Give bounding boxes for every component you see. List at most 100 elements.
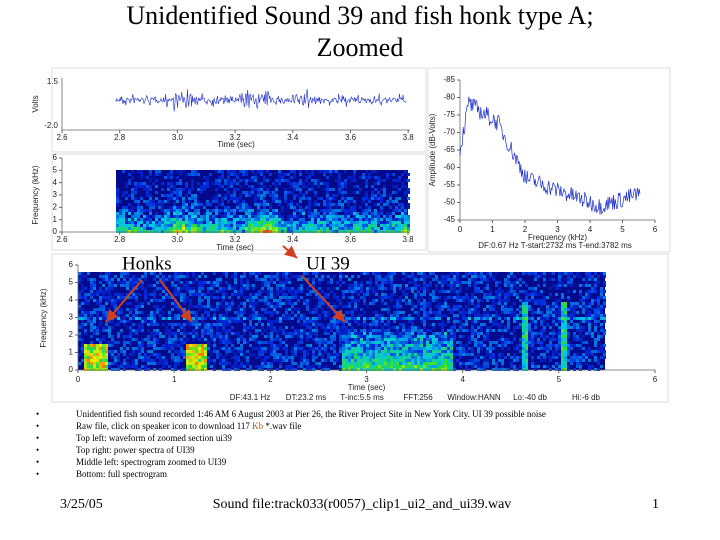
spectrogram-cell	[435, 362, 438, 365]
spectrogram-cell	[594, 299, 597, 302]
spectrogram-cell	[263, 206, 266, 209]
spectrogram-cell	[287, 173, 290, 176]
spectrogram-cell	[311, 224, 314, 227]
spectrogram-cell	[366, 317, 369, 320]
spectrogram-cell	[168, 344, 171, 347]
spectrogram-cell	[329, 218, 332, 221]
spectrogram-cell	[528, 299, 531, 302]
spectrogram-cell	[401, 173, 404, 176]
spectrogram-cell	[540, 320, 543, 323]
spectrogram-cell	[167, 176, 170, 179]
spectrogram-cell	[420, 335, 423, 338]
spectrogram-cell	[477, 281, 480, 284]
spectrogram-cell	[405, 341, 408, 344]
spectrogram-cell	[191, 188, 194, 191]
spectrogram-cell	[138, 341, 141, 344]
spectrogram-cell	[354, 335, 357, 338]
spectrogram-cell	[273, 281, 276, 284]
spectrogram-cell	[378, 317, 381, 320]
spectrogram-cell	[278, 218, 281, 221]
spectrogram-cell	[311, 230, 314, 233]
spectrogram-cell	[371, 221, 374, 224]
spectrogram-cell	[261, 323, 264, 326]
spectrogram-cell	[537, 293, 540, 296]
spectrogram-cell	[408, 365, 411, 368]
spectrogram-cell	[347, 203, 350, 206]
spectrogram-cell	[218, 182, 221, 185]
spectrogram-cell	[180, 359, 183, 362]
spectrogram-cell	[332, 188, 335, 191]
spectrogram-cell	[276, 347, 279, 350]
spectrogram-cell	[405, 368, 408, 371]
x-tick-label: 3.2	[230, 133, 242, 142]
spectrogram-cell	[570, 320, 573, 323]
spectrogram-cell	[441, 329, 444, 332]
spectrogram-cell	[351, 275, 354, 278]
spectrogram-cell	[357, 359, 360, 362]
spectrogram-cell	[353, 221, 356, 224]
spectrogram-cell	[188, 227, 191, 230]
spectrogram-cell	[380, 224, 383, 227]
spectrogram-cell	[257, 188, 260, 191]
spectrogram-cell	[165, 347, 168, 350]
spectrogram-cell	[366, 353, 369, 356]
spectrogram-cell	[233, 209, 236, 212]
spectrogram-cell	[126, 314, 129, 317]
spectrogram-cell	[158, 170, 161, 173]
spectrogram-cell	[150, 299, 153, 302]
spectrogram-cell	[291, 347, 294, 350]
spectrogram-cell	[546, 305, 549, 308]
spectrogram-cell	[194, 218, 197, 221]
spectrogram-cell	[129, 296, 132, 299]
spectrogram-cell	[465, 317, 468, 320]
spectrogram-cell	[516, 368, 519, 371]
spectrogram-cell	[198, 350, 201, 353]
spectrogram-cell	[552, 338, 555, 341]
spectrogram-cell	[344, 224, 347, 227]
spectrogram-cell	[213, 359, 216, 362]
spectrogram-cell	[369, 326, 372, 329]
spectrogram-cell	[218, 212, 221, 215]
spectrogram-cell	[468, 353, 471, 356]
spectrogram-cell	[528, 323, 531, 326]
spectrogram-cell	[102, 278, 105, 281]
spectrogram-cell	[303, 323, 306, 326]
spectrogram-cell	[386, 212, 389, 215]
spectrogram-cell	[387, 353, 390, 356]
spectrogram-cell	[177, 338, 180, 341]
spectrogram-cell	[99, 287, 102, 290]
spectrogram-cell	[441, 335, 444, 338]
spectrogram-cell	[360, 341, 363, 344]
spectrogram-cell	[384, 329, 387, 332]
spectrogram-cell	[188, 191, 191, 194]
spectrogram-cell	[336, 299, 339, 302]
spectrogram-cell	[429, 296, 432, 299]
spectrogram-cell	[380, 200, 383, 203]
spectrogram-cell	[93, 287, 96, 290]
spectrogram-cell	[477, 344, 480, 347]
spectrogram-cell	[477, 317, 480, 320]
spectrogram-cell	[519, 338, 522, 341]
spectrogram-cell	[203, 185, 206, 188]
spectrogram-cell	[576, 338, 579, 341]
spectrogram-cell	[558, 287, 561, 290]
spectrogram-cell	[201, 335, 204, 338]
spectrogram-cell	[210, 350, 213, 353]
x-tick-label: 1	[490, 225, 495, 234]
spectrogram-cell	[582, 359, 585, 362]
spectrogram-cell	[288, 332, 291, 335]
spectrogram-cell	[375, 335, 378, 338]
spectrogram-cell	[387, 332, 390, 335]
spectrogram-cell	[233, 224, 236, 227]
spectrogram-cell	[450, 353, 453, 356]
spectrogram-cell	[81, 317, 84, 320]
spectrogram-cell	[338, 179, 341, 182]
spectrogram-cell	[230, 212, 233, 215]
spectrogram-cell	[573, 356, 576, 359]
spectrogram-cell	[360, 281, 363, 284]
spectrogram-cell	[206, 227, 209, 230]
spectrogram-cell	[105, 323, 108, 326]
spectrogram-cell	[552, 365, 555, 368]
spectrogram-cell	[90, 314, 93, 317]
spectrogram-cell	[321, 338, 324, 341]
